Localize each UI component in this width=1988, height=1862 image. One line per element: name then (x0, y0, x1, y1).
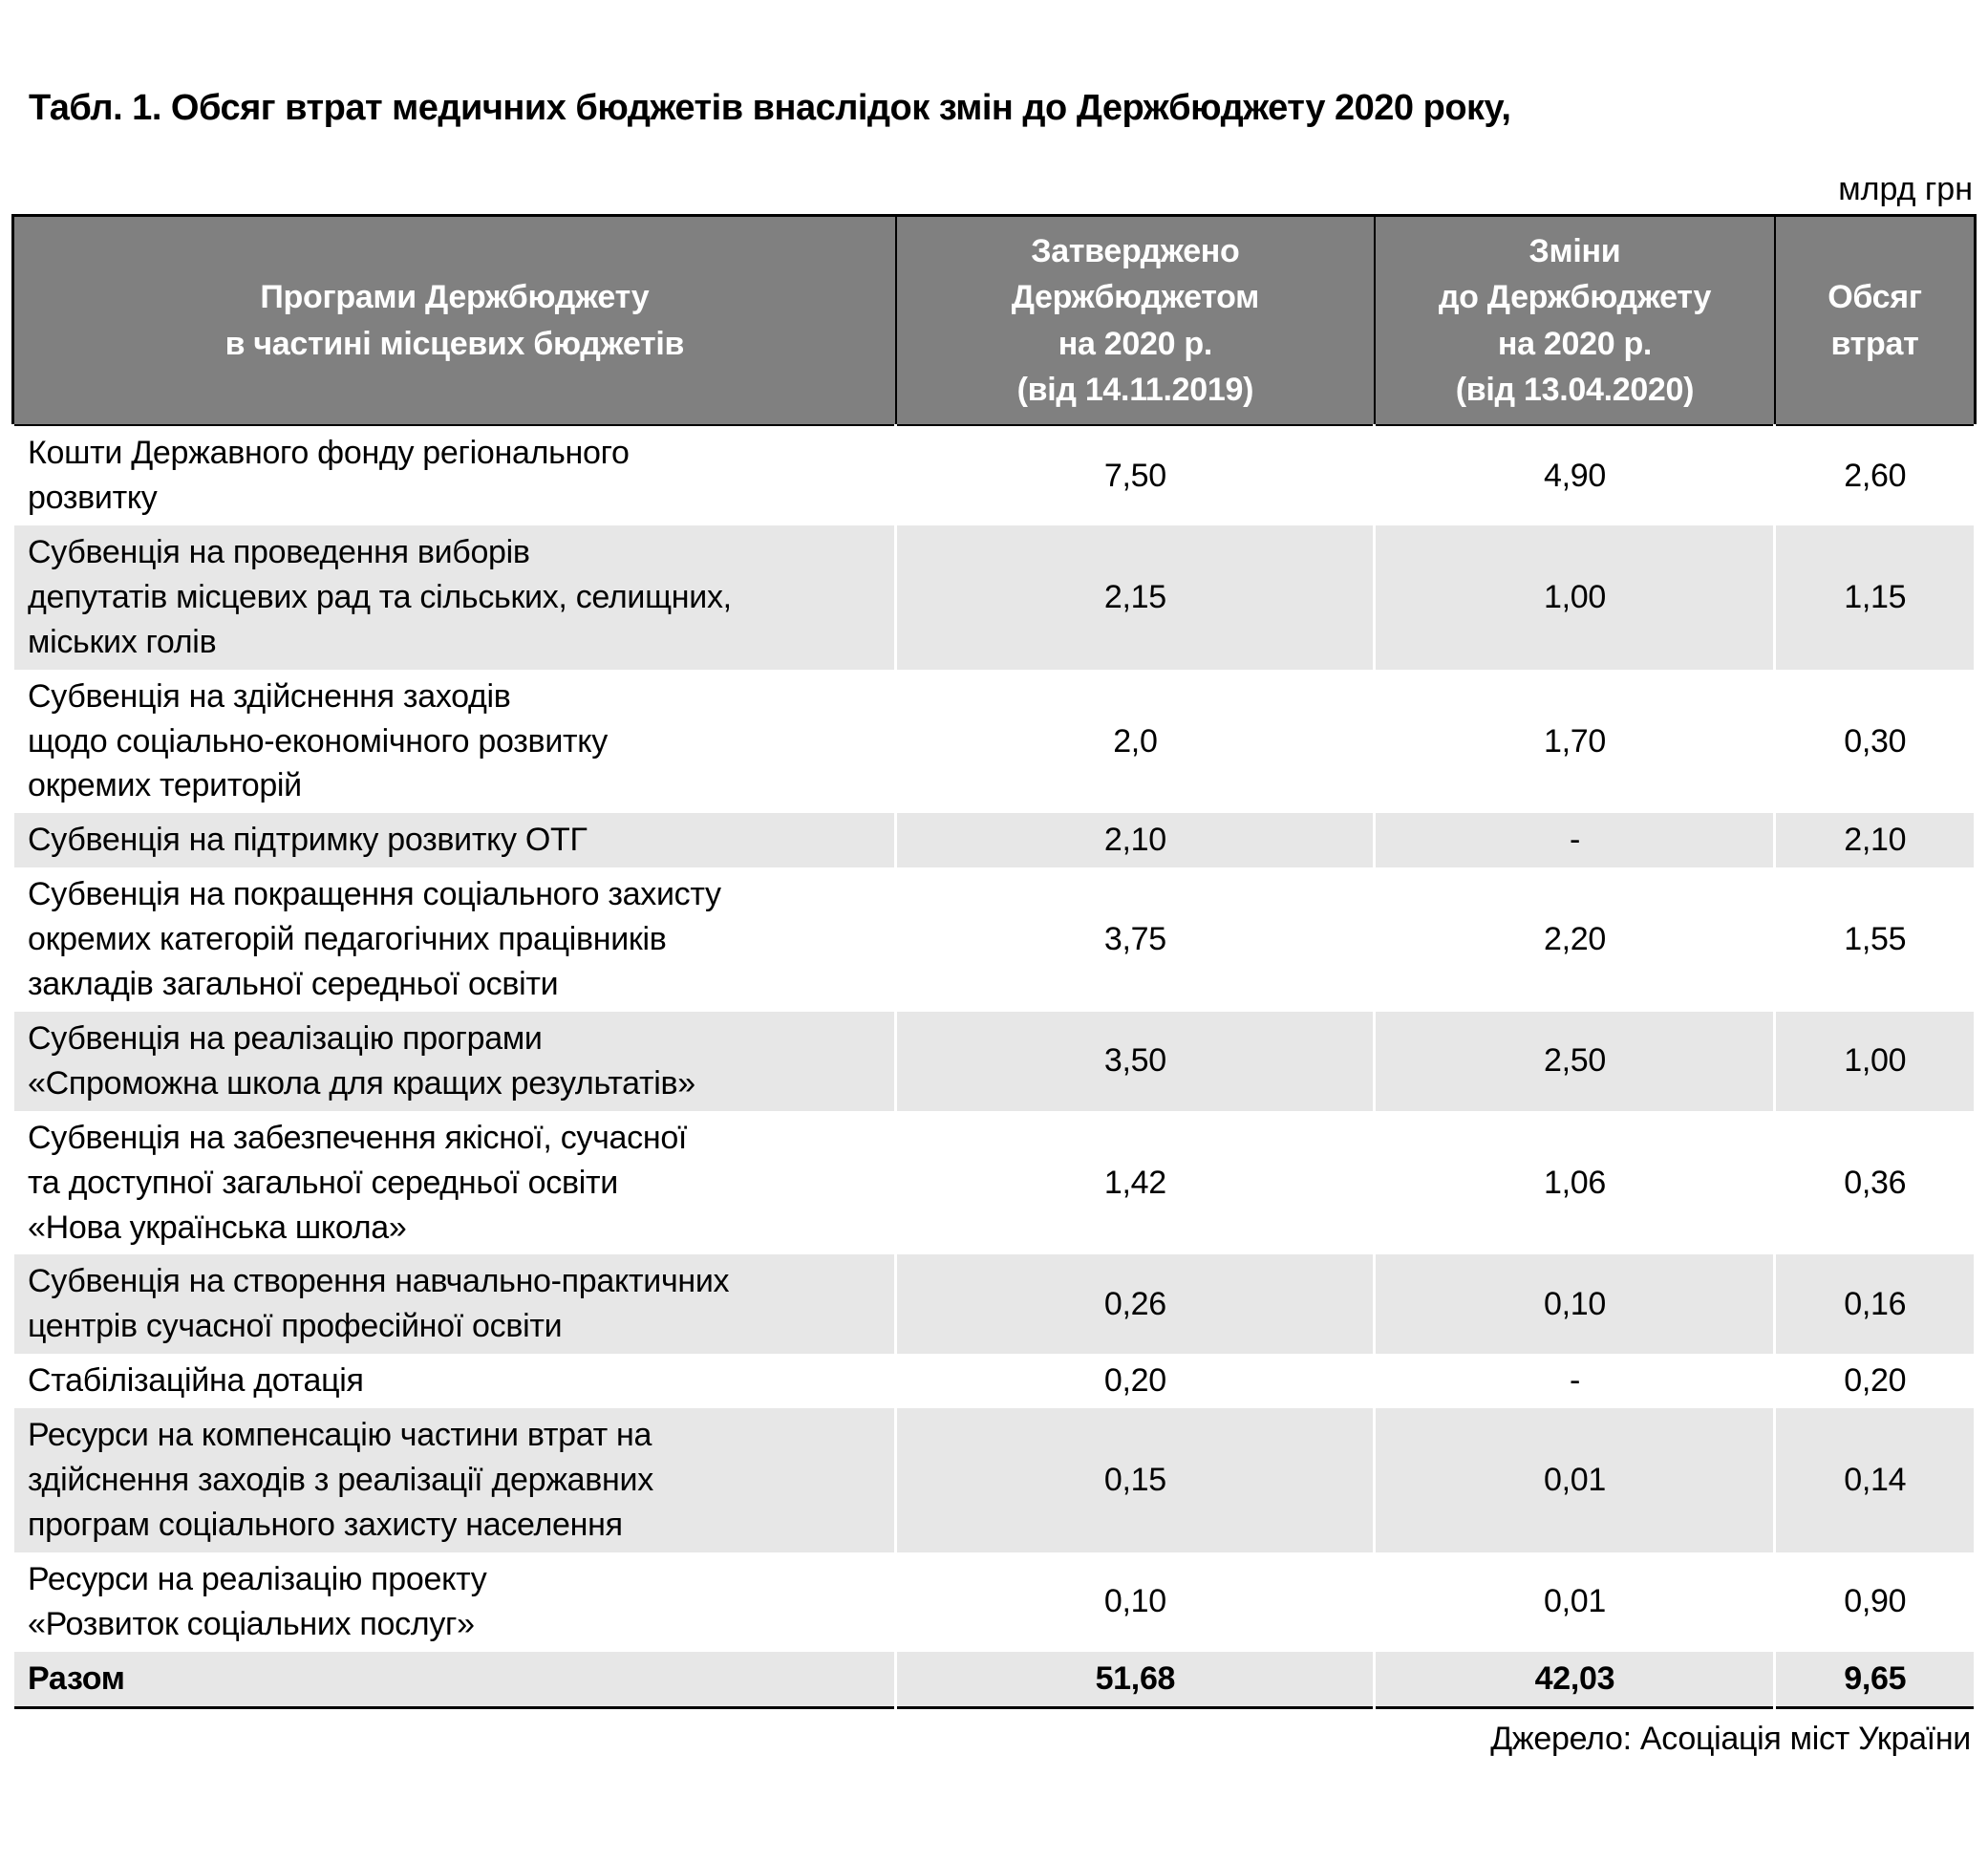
approved-cell: 0,10 (894, 1552, 1377, 1652)
approved-cell: 2,0 (894, 669, 1377, 814)
changes-cell: 0,01 (1373, 1408, 1777, 1552)
program-cell: Субвенція на проведення виборів депутаті… (11, 524, 898, 670)
table-header: Програми Держбюджету в частині місцевих … (11, 214, 1977, 427)
changes-cell: 2,20 (1373, 867, 1777, 1012)
table-row: Субвенція на покращення соціального захи… (11, 867, 1977, 1012)
table-row: Ресурси на компенсацію частини втрат на … (11, 1408, 1977, 1552)
table-row: Субвенція на забезпечення якісної, сучас… (11, 1110, 1977, 1255)
approved-cell: 1,42 (894, 1110, 1377, 1255)
table-row: Субвенція на створення навчально-практич… (11, 1254, 1977, 1355)
changes-cell: 1,06 (1373, 1110, 1777, 1255)
changes-cell: 4,90 (1373, 425, 1777, 525)
table-row: Стабілізаційна дотація 0,20 - 0,20 (11, 1354, 1977, 1409)
losses-cell: 1,15 (1773, 524, 1977, 670)
changes-cell: 1,70 (1373, 669, 1777, 814)
total-losses-cell: 9,65 (1773, 1651, 1977, 1708)
changes-cell: 2,50 (1373, 1011, 1777, 1111)
approved-cell: 3,75 (894, 867, 1377, 1012)
source-note: Джерело: Асоціація міст України (1490, 1720, 1971, 1757)
changes-cell: 0,10 (1373, 1254, 1777, 1355)
total-changes-cell: 42,03 (1373, 1651, 1777, 1708)
program-cell: Ресурси на компенсацію частини втрат на … (11, 1408, 898, 1552)
budget-losses-table: Програми Держбюджету в частині місцевих … (11, 214, 1977, 1709)
changes-cell: 1,00 (1373, 524, 1777, 670)
col-header-losses: Обсяг втрат (1773, 214, 1977, 427)
program-cell: Субвенція на здійснення заходів щодо соц… (11, 669, 898, 814)
table-row: Ресурси на реалізацію проекту «Розвиток … (11, 1552, 1977, 1652)
approved-cell: 2,15 (894, 524, 1377, 670)
losses-cell: 0,16 (1773, 1254, 1977, 1355)
losses-cell: 2,60 (1773, 425, 1977, 525)
changes-cell: 0,01 (1373, 1552, 1777, 1652)
losses-cell: 2,10 (1773, 813, 1977, 868)
total-approved-cell: 51,68 (894, 1651, 1377, 1708)
approved-cell: 3,50 (894, 1011, 1377, 1111)
total-row: Разом 51,68 42,03 9,65 (11, 1651, 1977, 1708)
table-title: Табл. 1. Обсяг втрат медичних бюджетів в… (29, 88, 1511, 128)
col-header-changes: Зміни до Держбюджету на 2020 р. (від 13.… (1373, 214, 1776, 427)
program-cell: Субвенція на підтримку розвитку ОТГ (11, 813, 898, 868)
table-row: Субвенція на реалізацію програми «Спромо… (11, 1011, 1977, 1111)
program-cell: Субвенція на забезпечення якісної, сучас… (11, 1110, 898, 1255)
col-header-approved: Затверджено Держбюджетом на 2020 р. (від… (894, 214, 1376, 427)
losses-cell: 0,14 (1773, 1408, 1977, 1552)
losses-cell: 0,30 (1773, 669, 1977, 814)
approved-cell: 0,26 (894, 1254, 1377, 1355)
approved-cell: 0,15 (894, 1408, 1377, 1552)
program-cell: Ресурси на реалізацію проекту «Розвиток … (11, 1552, 898, 1652)
table-row: Субвенція на проведення виборів депутаті… (11, 524, 1977, 670)
program-cell: Кошти Державного фонду регіонального роз… (11, 425, 898, 525)
program-cell: Субвенція на покращення соціального захи… (11, 867, 898, 1012)
total-label-cell: Разом (11, 1651, 898, 1708)
approved-cell: 7,50 (894, 425, 1377, 525)
header-row: Програми Держбюджету в частині місцевих … (11, 214, 1977, 427)
changes-cell: - (1373, 813, 1777, 868)
losses-cell: 0,20 (1773, 1354, 1977, 1409)
approved-cell: 2,10 (894, 813, 1377, 868)
table-body: Кошти Державного фонду регіонального роз… (11, 425, 1977, 1708)
losses-cell: 1,00 (1773, 1011, 1977, 1111)
losses-cell: 1,55 (1773, 867, 1977, 1012)
approved-cell: 0,20 (894, 1354, 1377, 1409)
losses-cell: 0,36 (1773, 1110, 1977, 1255)
program-cell: Субвенція на реалізацію програми «Спромо… (11, 1011, 898, 1111)
table-row: Субвенція на підтримку розвитку ОТГ 2,10… (11, 813, 1977, 868)
changes-cell: - (1373, 1354, 1777, 1409)
program-cell: Субвенція на створення навчально-практич… (11, 1254, 898, 1355)
program-cell: Стабілізаційна дотація (11, 1354, 898, 1409)
col-header-programs: Програми Держбюджету в частині місцевих … (11, 214, 897, 427)
table-row: Кошти Державного фонду регіонального роз… (11, 425, 1977, 525)
losses-cell: 0,90 (1773, 1552, 1977, 1652)
unit-label: млрд грн (1838, 171, 1973, 207)
table-row: Субвенція на здійснення заходів щодо соц… (11, 669, 1977, 814)
